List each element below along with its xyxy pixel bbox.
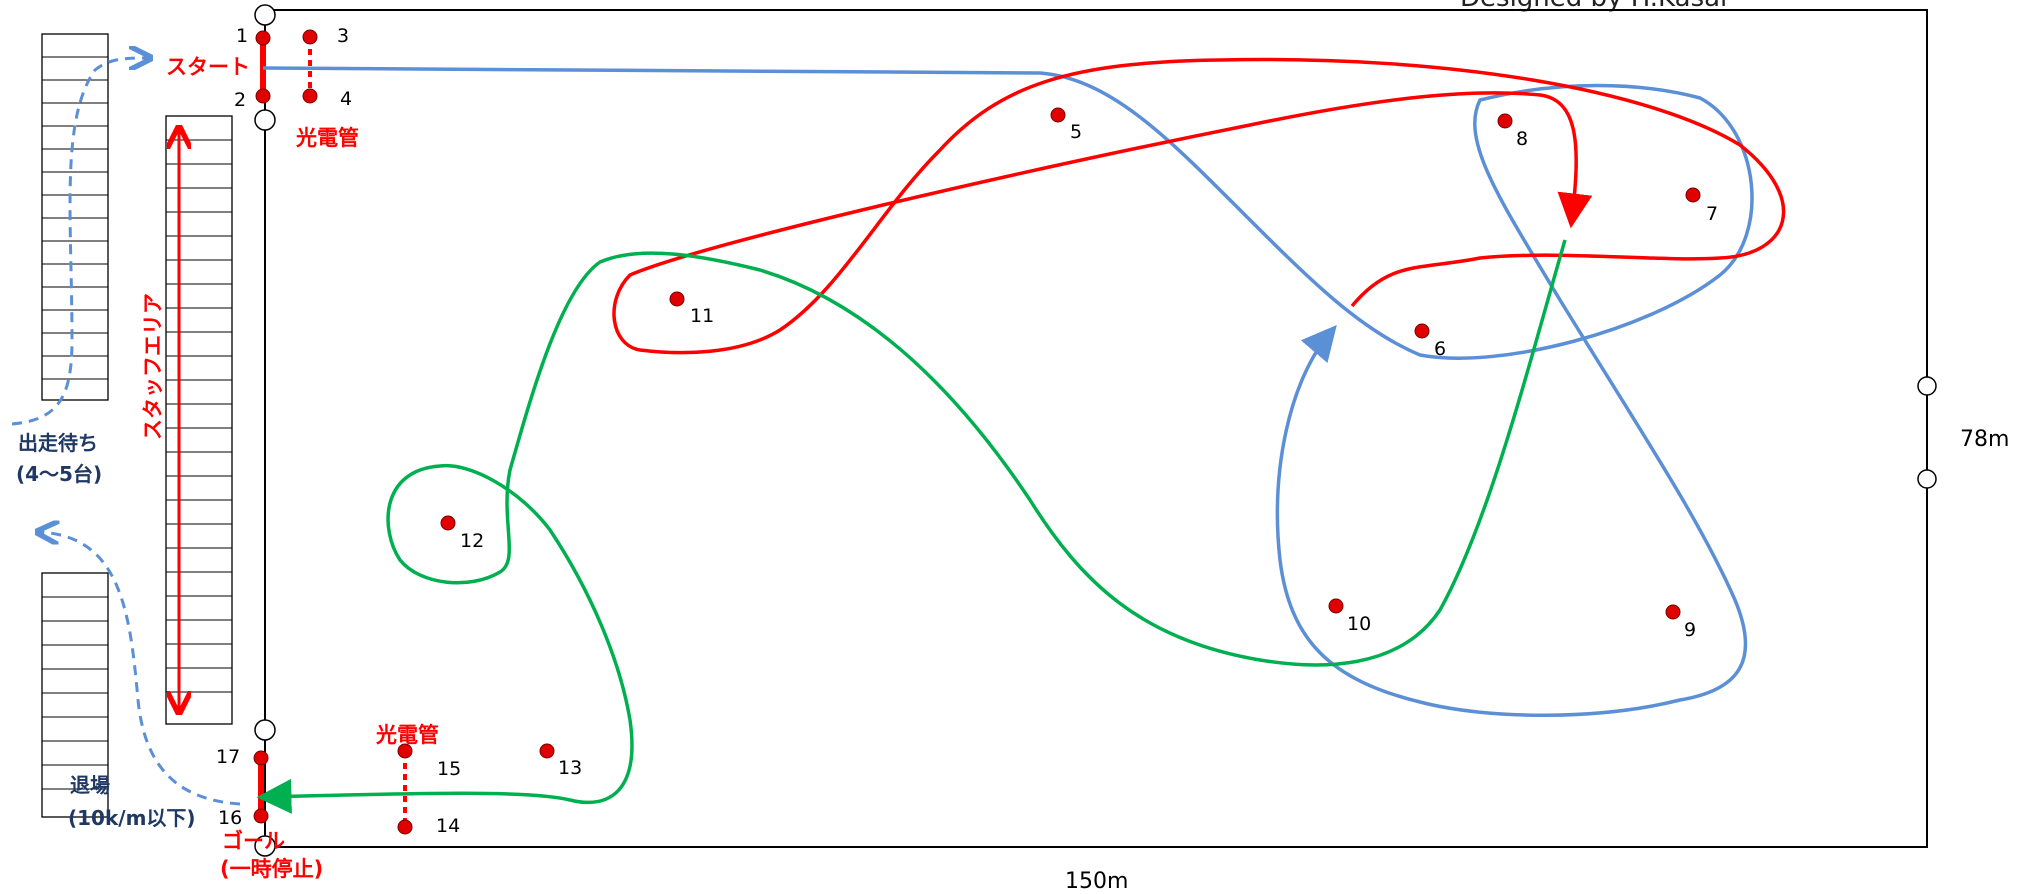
svg-text:14: 14 [436,815,460,837]
point-9: 9 [1665,604,1696,641]
goal-note: (一時停止) [220,857,323,881]
svg-text:13: 13 [558,757,582,779]
exit-label: 退場 [70,773,110,797]
svg-text:7: 7 [1706,203,1718,225]
waiting-note: (4〜5台) [16,462,102,486]
point-15: 15 [397,743,461,780]
waiting-flow-arrow [11,58,150,426]
point-4: 4 [302,88,352,110]
field-boundary [264,9,1928,848]
point-13: 13 [539,743,582,779]
staff-area-label: スタッフエリア [141,293,165,440]
svg-text:3: 3 [337,25,349,47]
post-left-3 [254,719,276,741]
blue-route [262,66,1754,717]
post-left-1 [254,4,276,26]
start-label: スタート [166,55,250,79]
svg-text:5: 5 [1070,121,1082,143]
height-label: 78m [1960,427,2009,452]
point-7: 7 [1685,187,1718,225]
waiting-label: 出走待ち [18,431,98,455]
svg-text:4: 4 [340,88,352,110]
point-6: 6 [1414,323,1446,360]
svg-text:8: 8 [1516,128,1528,150]
photo-sensor-goal-label: 光電管 [375,723,439,747]
goal-label: ゴール [222,829,285,853]
svg-text:1: 1 [236,25,248,47]
green-route [256,239,1567,814]
point-17: 17 [216,746,269,768]
post-left-2 [254,109,276,131]
post-left-4 [254,835,276,857]
point-11: 11 [669,291,714,327]
svg-text:17: 17 [216,746,240,768]
point-14: 14 [397,815,460,837]
svg-text:9: 9 [1684,619,1696,641]
point-16: 16 [218,807,269,829]
point-10: 10 [1328,598,1371,635]
svg-text:15: 15 [437,758,461,780]
point-1: 1 [236,25,271,47]
point-5: 5 [1050,107,1082,143]
exit-stand [41,572,109,818]
credit-text: Designed by H.Kasai [1460,0,1727,13]
photo-sensor-start-label: 光電管 [295,126,359,150]
exit-note: (10k/m以下) [68,806,196,830]
svg-text:16: 16 [218,807,242,829]
point-8: 8 [1497,113,1528,150]
svg-text:11: 11 [690,305,714,327]
point-12: 12 [440,515,484,552]
width-label: 150m [1065,869,1128,890]
svg-text:2: 2 [234,89,246,111]
red-route [612,57,1786,355]
post-right-upper [1917,376,1937,396]
staff-stand [165,115,233,725]
exit-flow-arrow [38,532,241,806]
waiting-stand [41,33,109,401]
svg-text:12: 12 [460,530,484,552]
svg-text:10: 10 [1347,613,1371,635]
svg-text:6: 6 [1434,338,1446,360]
post-right-lower [1917,469,1937,489]
point-3: 3 [302,25,349,47]
point-2: 2 [234,88,271,111]
